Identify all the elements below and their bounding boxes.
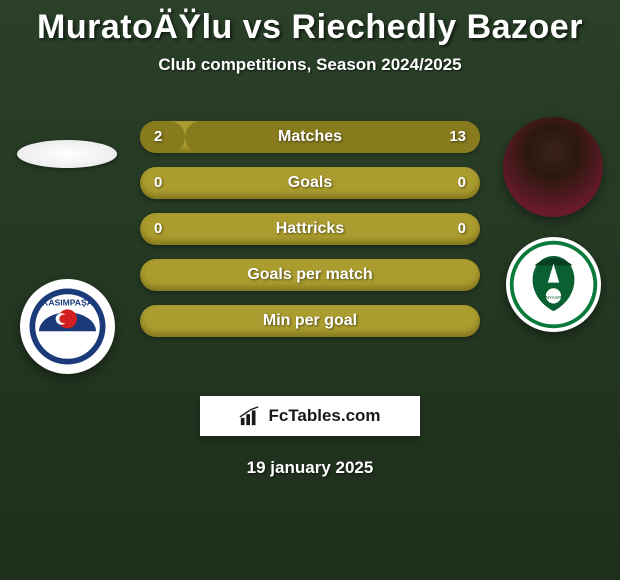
stat-row-goals: 0 0 Goals [140,167,480,199]
stat-value-left: 0 [140,167,176,199]
player-left-avatar [17,140,117,168]
fctables-brand: FcTables.com [200,396,420,436]
player-right-club-badge: KONYASPOR [506,237,601,332]
stat-value-left: 0 [140,213,176,245]
stat-row-goals-per-match: Goals per match [140,259,480,291]
stat-value-right: 0 [444,167,480,199]
stat-row-matches: 2 13 Matches [140,121,480,153]
svg-text:KONYASPOR: KONYASPOR [538,295,568,301]
konyaspor-logo-icon: KONYASPOR [506,237,601,332]
stat-value-right: 13 [435,121,480,153]
stat-label: Min per goal [263,312,357,330]
brand-text: FcTables.com [268,406,380,426]
stat-label: Matches [278,128,342,146]
stat-row-hattricks: 0 0 Hattricks [140,213,480,245]
player-left-club-badge: KASIMPAŞA [20,279,115,374]
left-player-column: KASIMPAŞA [12,117,122,374]
comparison-panel: KASIMPAŞA 2 13 Matches 0 0 Goals 0 0 Hattricks Go… [0,117,620,374]
bar-chart-icon [239,405,261,427]
player-right-avatar [503,117,603,217]
stats-column: 2 13 Matches 0 0 Goals 0 0 Hattricks Goals per ma… [140,117,480,337]
page-title: MuratoÄŸlu vs Riechedly Bazoer [0,8,620,47]
snapshot-date: 19 january 2025 [0,458,620,478]
stat-row-min-per-goal: Min per goal [140,305,480,337]
page-subtitle: Club competitions, Season 2024/2025 [0,55,620,75]
stat-label: Goals per match [247,266,372,284]
stat-label: Goals [288,174,332,192]
stat-label: Hattricks [276,220,344,238]
stat-value-right: 0 [444,213,480,245]
right-player-column: KONYASPOR [498,117,608,332]
kasimpasa-logo-icon: KASIMPAŞA [20,279,115,374]
svg-text:KASIMPAŞA: KASIMPAŞA [42,298,93,308]
stat-value-left: 2 [140,121,176,153]
